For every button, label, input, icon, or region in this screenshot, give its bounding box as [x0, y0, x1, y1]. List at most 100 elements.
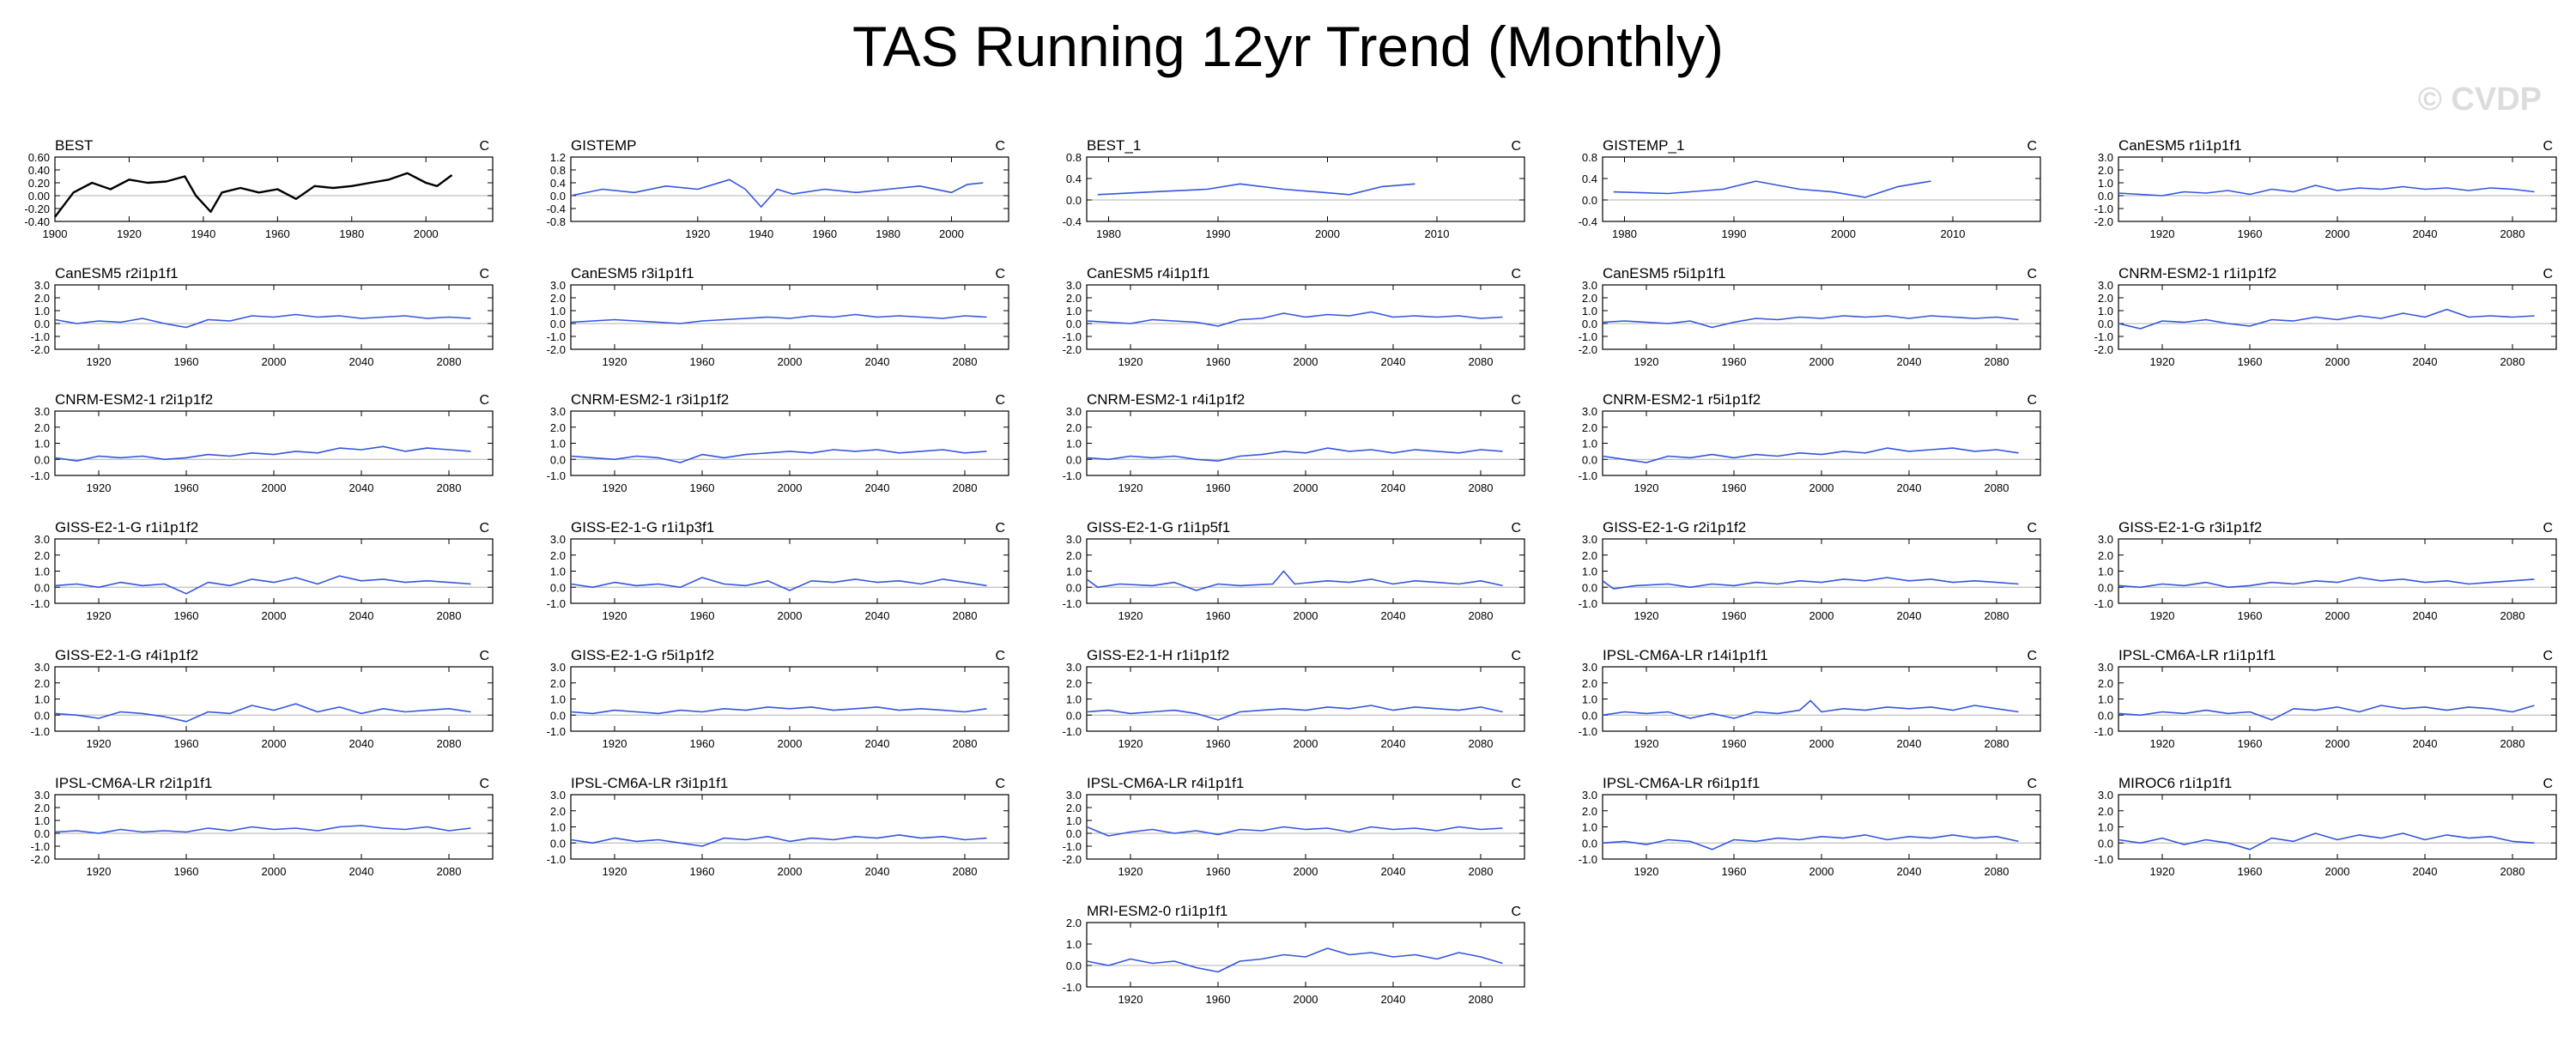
x-tick-label: 1960 [174, 737, 199, 750]
x-tick-label: 2040 [1381, 355, 1406, 368]
y-tick-label: 3.0 [1066, 279, 1082, 292]
panel-title: CanESM5 r4i1p1f1 [1087, 265, 1210, 281]
x-tick-label: 2000 [1809, 737, 1834, 750]
x-tick-label: 2040 [2413, 609, 2438, 622]
panel-title: GISS-E2-1-G r1i1p5f1 [1087, 519, 1230, 536]
panel-title: CNRM-ESM2-1 r4i1p1f2 [1087, 391, 1245, 408]
x-tick-label: 1920 [2150, 609, 2175, 622]
x-tick-label: 1960 [1206, 609, 1231, 622]
y-tick-label: 0.0 [1066, 709, 1082, 722]
y-tick-label: 3.0 [2098, 789, 2113, 802]
panel-unit: C [2027, 521, 2037, 536]
x-tick-label: 2080 [437, 609, 462, 622]
x-tick-label: 1960 [1722, 865, 1747, 878]
y-tick-label: -1.0 [547, 469, 566, 482]
panel-unit: C [995, 393, 1005, 408]
x-tick-label: 2040 [349, 355, 374, 368]
y-tick-label: 0.0 [550, 581, 566, 594]
y-tick-label: 0.0 [2098, 190, 2113, 203]
y-tick-label: 2.0 [34, 421, 50, 434]
y-tick-label: -1.0 [1579, 853, 1597, 866]
panel-unit: C [1511, 393, 1521, 408]
y-tick-label: -1.0 [2094, 597, 2113, 610]
y-tick-label: -2.0 [1579, 343, 1597, 356]
x-tick-label: 1960 [265, 227, 290, 240]
y-tick-label: 2.0 [34, 549, 50, 562]
x-tick-label: 2040 [1381, 609, 1406, 622]
panel-unit: C [2543, 139, 2553, 154]
series-line [1602, 447, 2019, 463]
y-tick-label: 0.0 [2098, 709, 2113, 722]
panel-unit: C [995, 521, 1005, 536]
y-tick-label: 0.0 [1066, 581, 1082, 594]
page-title: TAS Running 12yr Trend (Monthly) [852, 15, 1724, 78]
plot-frame [2118, 156, 2557, 222]
y-tick-label: 1.0 [1582, 438, 1597, 451]
y-tick-label: 1.0 [1582, 821, 1597, 834]
y-tick-label: 1.0 [550, 693, 566, 706]
y-tick-label: -2.0 [31, 343, 50, 356]
x-tick-label: 2000 [1294, 865, 1318, 878]
y-tick-label: 1.0 [1066, 566, 1082, 578]
y-tick-label: 2.0 [550, 805, 566, 818]
series-line [1086, 311, 1503, 327]
series-line [570, 313, 987, 324]
series-line [1602, 315, 2019, 329]
chart-panel: IPSL-CM6A-LR r1i1p1f1 C -1.0 0.0 1.0 2.0 3.0 19… [2094, 647, 2557, 750]
x-tick-label: 1960 [1206, 481, 1231, 494]
y-tick-label: 2.0 [550, 549, 566, 562]
chart-panel: GISS-E2-1-G r3i1p1f2 C -1.0 0.0 1.0 2.0 3.0 192… [2094, 519, 2557, 622]
panel-unit: C [1511, 521, 1521, 536]
chart-panel: BEST_1 C -0.4 0.0 0.4 0.8 1980 1990 2000 2010 [1063, 137, 1525, 240]
x-tick-label: 2040 [349, 865, 374, 878]
panel-title: CNRM-ESM2-1 r5i1p1f2 [1603, 391, 1761, 408]
x-tick-label: 2000 [2325, 355, 2350, 368]
x-tick-label: 1900 [43, 227, 68, 240]
y-tick-label: 3.0 [1582, 789, 1597, 802]
y-tick-label: -0.4 [547, 203, 566, 215]
y-tick-label: 0.0 [550, 837, 566, 850]
y-tick-label: -0.4 [1063, 215, 1082, 228]
y-tick-label: -1.0 [1579, 725, 1597, 738]
y-tick-label: 1.0 [1582, 566, 1597, 578]
y-tick-label: 2.0 [34, 802, 50, 814]
chart-panel: CanESM5 r3i1p1f1 C -2.0-1.00.01.02.03.0 192… [547, 265, 1009, 368]
y-tick-label: 1.0 [1582, 305, 1597, 318]
y-tick-label: -1.0 [31, 597, 50, 610]
x-tick-label: 2080 [1469, 993, 1494, 1006]
y-tick-label: 3.0 [34, 405, 50, 418]
plot-frame [1602, 156, 2041, 222]
x-tick-label: 2080 [1985, 355, 2009, 368]
x-tick-label: 2010 [1425, 227, 1450, 240]
chart-panel: CNRM-ESM2-1 r2i1p1f2 C -1.0 0.0 1.0 2.0 3.0 192… [31, 391, 494, 494]
plot-frame [54, 666, 494, 732]
y-tick-label: 1.0 [2098, 177, 2113, 190]
panel-title: MRI-ESM2-0 r1i1p1f1 [1087, 903, 1227, 919]
chart-panel: IPSL-CM6A-LR r14i1p1f1 C -1.0 0.0 1.0 2.0 3.0 1… [1579, 647, 2041, 750]
y-tick-label: -1.0 [547, 725, 566, 738]
panel-title: CNRM-ESM2-1 r3i1p1f2 [571, 391, 729, 408]
series-line [2118, 705, 2535, 721]
x-tick-label: 1960 [690, 481, 715, 494]
chart-panel: IPSL-CM6A-LR r4i1p1f1 C -2.0-1.00.01.02.03… [1063, 775, 1525, 878]
y-tick-label: 0.0 [2098, 581, 2113, 594]
panel-title: MIROC6 r1i1p1f1 [2118, 775, 2232, 791]
chart-panel: GISTEMP C -0.8-0.40.00.40.81.2 1920 1940 1960… [547, 137, 1009, 240]
chart-panel: IPSL-CM6A-LR r6i1p1f1 C -1.0 0.0 1.0 2.0 3.0 19… [1579, 775, 2041, 878]
series-line [54, 172, 453, 218]
panel-title: IPSL-CM6A-LR r1i1p1f1 [2118, 647, 2276, 663]
y-tick-label: 0.0 [2098, 837, 2113, 850]
y-tick-label: 2.0 [1066, 802, 1082, 814]
x-tick-label: 2080 [1469, 609, 1494, 622]
x-tick-label: 2080 [953, 609, 978, 622]
y-tick-label: -1.0 [1063, 840, 1082, 853]
y-tick-label: -1.0 [1063, 725, 1082, 738]
series-line [54, 825, 471, 834]
panel-title: GISS-E2-1-H r1i1p1f2 [1087, 647, 1229, 663]
x-tick-label: 1960 [174, 355, 199, 368]
panel-unit: C [2027, 393, 2037, 408]
x-tick-label: 2000 [1294, 993, 1318, 1006]
y-tick-label: -1.0 [1063, 597, 1082, 610]
y-tick-label: 0.60 [28, 151, 50, 164]
